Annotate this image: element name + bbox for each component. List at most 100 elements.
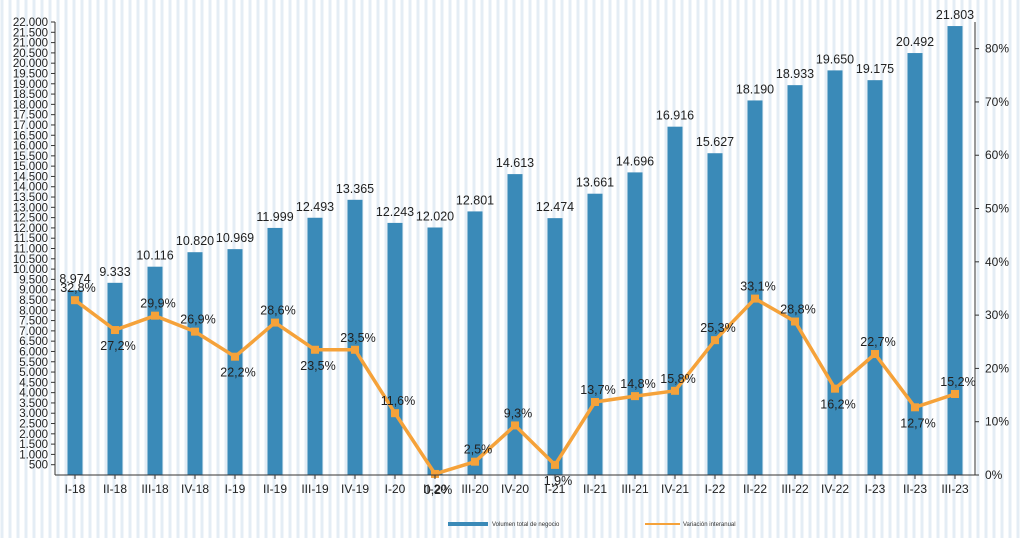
line-point [271,318,279,327]
bar [627,172,643,475]
bar-data-label: 19.650 [816,52,854,66]
bar-data-label: 12.801 [456,193,494,207]
line-data-label: 23,5% [340,331,375,345]
legend-label-line: Variación interanual [683,522,736,528]
x-tick-label: II-20 [423,482,447,496]
y-left-tick-label: 6.000 [19,346,48,358]
y-right-tick-label: 40% [985,255,1009,269]
y-left-tick-label: 20.500 [13,48,48,60]
y-right-tick-label: 30% [985,308,1009,322]
bar-data-label: 13.661 [576,176,614,190]
line-point [831,384,839,393]
x-tick-label: II-19 [263,482,287,496]
bar [547,218,563,476]
line-data-label: 1,9% [544,474,573,488]
bar-data-label: 10.820 [176,234,214,248]
bar-data-label: 8.974 [59,272,90,286]
bar-data-label: 10.969 [216,231,254,245]
line-data-label: 15,8% [660,372,695,386]
y-left-tick-label: 10.500 [13,254,48,266]
y-left-tick-label: 5.000 [19,367,48,379]
y-left-tick-label: 1.000 [19,449,48,461]
x-tick-label: I-21 [545,482,566,496]
line-point [751,294,759,303]
line-data-label: 9,3% [504,406,533,420]
y-left-tick-label: 14.500 [13,171,48,183]
line-point [471,457,479,466]
y-left-tick-label: 3.500 [19,398,48,410]
y-left-tick-label: 14.000 [13,182,48,194]
line-point [431,469,439,478]
y-left-tick-label: 1.500 [19,439,48,451]
y-left-tick-label: 19.000 [13,79,48,91]
bar-data-label: 12.474 [536,200,574,214]
line-data-label: 13,7% [580,383,615,397]
bar-data-label: 15.627 [696,135,734,149]
line-data-label: 33,1% [740,280,775,294]
line-data-label: 12,7% [900,416,935,430]
x-tick-label: I-23 [865,482,886,496]
y-left-tick-label: 8.500 [19,295,48,307]
y-right-tick-label: 50% [985,202,1009,216]
bar-data-label: 9.333 [99,265,130,279]
y-left-tick-label: 13.000 [13,202,48,214]
y-right-tick-label: 20% [985,361,1009,375]
bar [747,100,763,476]
line-data-label: 28,6% [260,304,295,318]
bar-data-label: 14.696 [616,154,654,168]
y-left-tick-label: 10.000 [13,264,48,276]
y-left-tick-label: 4.500 [19,377,48,389]
line-point [111,326,119,335]
bar [507,174,523,475]
y-left-tick-label: 500 [29,460,48,472]
x-tick-label: III-20 [461,482,489,496]
line-data-label: 14,8% [620,377,655,391]
bar-data-label: 12.493 [296,200,334,214]
y-left-tick-label: 15.500 [13,151,48,163]
line-point [591,397,599,406]
line-point [231,352,239,361]
line-point [511,421,519,430]
bar-data-label: 12.243 [376,205,414,219]
x-tick-label: II-23 [903,482,927,496]
x-tick-label: IV-21 [661,482,689,496]
y-left-tick-label: 21.000 [13,38,48,50]
line-data-label: 32,8% [60,281,95,295]
y-left-tick-label: 4.000 [19,388,48,400]
y-left-tick-label: 11.000 [14,244,48,256]
line-point [631,392,639,401]
line-data-label: 29,9% [140,297,175,311]
bar [187,252,203,475]
y-left-tick-label: 16.500 [13,130,48,142]
y-left-tick-label: 5.500 [19,357,48,369]
x-tick-label: III-22 [781,482,809,496]
line-layer [71,294,959,478]
line-data-label: 27,2% [100,339,135,353]
bar-data-label: 10.116 [136,249,173,263]
bar-data-label: 11.999 [256,210,293,224]
line-point [791,317,799,326]
line-data-label: 28,8% [780,303,815,317]
y-right-tick-label: 0% [985,468,1003,482]
line-point [191,327,199,336]
x-tick-label: III-21 [621,482,649,496]
line-data-label: 16,2% [820,398,855,412]
y-left-tick-label: 13.500 [13,192,48,204]
line-data-label: 11,6% [381,394,416,408]
bar [907,53,923,476]
y-right-tick-label: 70% [985,95,1009,109]
bar-data-label: 18.190 [736,82,774,96]
y-left-tick-label: 2.500 [19,419,48,431]
bar [587,193,603,476]
bar-data-label: 19.175 [856,62,894,76]
line-point [391,409,399,418]
x-tick-label: I-20 [385,482,406,496]
x-tick-label: I-19 [225,482,246,496]
y-left-tick-label: 18.500 [13,89,48,101]
y-right-tick-label: 80% [985,42,1009,56]
y-right-tick-label: 60% [985,148,1009,162]
line-point [911,403,919,412]
x-tick-label: IV-18 [181,482,209,496]
y-left-tick-label: 2.000 [19,429,48,441]
